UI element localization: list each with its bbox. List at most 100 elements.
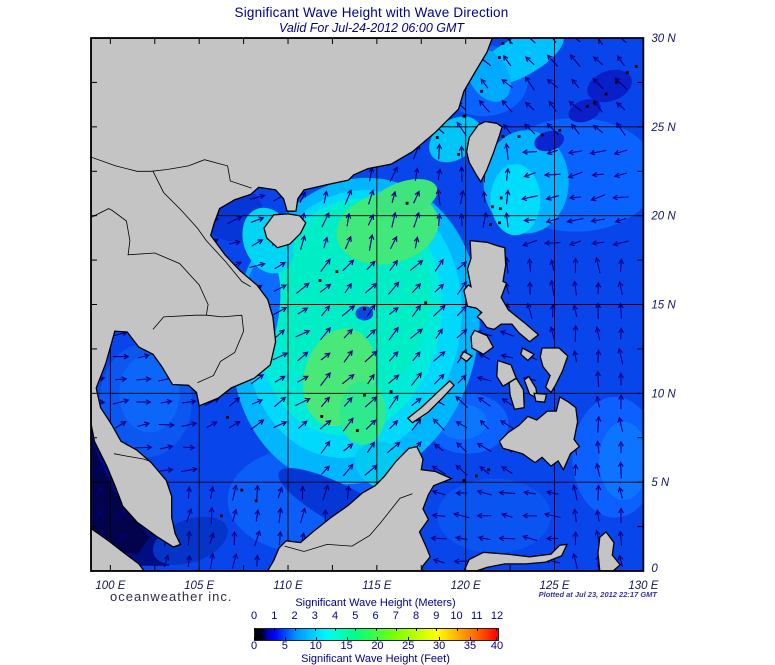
colorbar-feet-tick: 10 [309,640,322,652]
islet [457,152,460,156]
colorbar-feet-tick: 0 [250,640,258,652]
lat-axis-label: 20 N [650,211,676,223]
colorbar-meters-tick: 5 [352,610,359,622]
islet [405,201,409,205]
islet [480,89,484,93]
islet [462,114,466,118]
colorbar-tick-mark [284,637,286,640]
valid-time-subtitle: Valid For Jul-24-2012 06:00 GMT [278,21,465,35]
colorbar-tick-mark [274,628,276,631]
colorbar-tick-mark [294,628,296,631]
colorbar-gradient [254,628,499,641]
islet [501,41,505,45]
islet [335,270,339,274]
islet [540,133,544,137]
islet [462,478,466,482]
landmass [597,530,622,571]
islet [318,279,322,282]
landmass [459,350,473,363]
colorbar-tick-mark [335,628,336,631]
colorbar-tick-mark [395,628,397,631]
landmass [470,329,495,356]
colorbar-feet-tick: 40 [490,640,504,652]
islet [424,301,428,305]
lon-axis-label: 125 E [539,580,569,592]
lat-axis-label: 15 N [651,300,676,312]
lon-axis-label: 100 E [95,580,125,592]
lon-axis-label: 130 E [628,580,658,592]
colorbar-meters-tick: 4 [331,610,339,622]
colorbar-meters-tick: 11 [471,610,483,622]
plotted-at-timestamp: Plotted at Jul 23, 2012 22:17 GMT [538,590,657,599]
colorbar-tick-mark [439,637,441,640]
lon-axis-label: 105 E [184,580,214,592]
colorbar-meters-tick: 9 [433,610,440,622]
islet [585,105,589,108]
wave-map: 100 E 105 E 110 E 115 E 120 E 125 E 130 E 30 N 2… [90,33,676,592]
colorbar-meters-tick: 7 [392,610,399,622]
landmass [465,120,503,184]
islet [490,205,494,209]
colorbar-feet-tick: 20 [371,640,384,652]
islet [474,474,478,478]
colorbar-feet-label: Significant Wave Height (Feet) [301,653,450,665]
islet [240,488,244,492]
islet [634,65,638,68]
lon-axis-label: 115 E [362,580,392,592]
islet [501,135,505,139]
wave-field-layer [91,38,644,566]
colorbar-tick-mark [408,637,410,640]
lat-axis-label: 10 N [651,388,676,400]
islet [489,223,492,226]
colorbar-tick-mark [496,637,497,640]
landmass [91,38,493,548]
islet [389,390,393,393]
landmass [263,213,307,249]
colorbar-feet-tick: 35 [463,640,477,652]
page-title: Significant Wave Height with Wave Direct… [234,5,509,20]
islet [498,56,501,59]
country-border [284,493,413,552]
colorbar-feet-tick: 15 [340,640,353,652]
colorbar-tick-mark [346,637,348,640]
country-border [152,314,207,330]
islet [593,101,596,105]
islet [355,429,359,433]
islet [220,514,223,518]
colorbar-tick-mark [496,628,497,631]
colorbar-meters-tick: 1 [271,610,278,622]
lat-axis-label: 25 N [650,122,676,134]
landmass [498,395,581,472]
islet [517,135,521,139]
colorbar-tick-mark [355,628,357,631]
islet [625,71,629,75]
landmass [533,392,548,403]
colorbar-meters-tick: 0 [250,610,258,622]
colorbar-tick-mark [315,637,317,640]
land-layer [91,38,638,571]
colorbar-feet-tick: 25 [402,640,415,652]
colorbar-tick-mark [314,628,316,631]
axis-labels: 100 E 105 E 110 E 115 E 120 E 125 E 130 E 30 N 2… [95,33,676,592]
country-border [197,314,245,384]
islet [320,415,324,418]
lat-axis-label: 5 N [651,477,670,489]
landmass [520,347,536,362]
islet [499,196,503,200]
islet [498,221,501,225]
colorbar-feet-ticks: 0 5 10 15 20 25 30 35 40 [250,640,503,652]
landmass [508,377,525,411]
colorbar-meters-tick: 2 [291,610,298,622]
lat-axis-label: 30 N [651,33,676,45]
islet [363,307,366,311]
lon-axis-label: 110 E [273,580,303,592]
islet [558,129,562,132]
landmass [91,527,145,571]
colorbar-tick-mark [254,628,255,631]
colorbar-tick-mark [436,628,438,631]
colorbar-meters-tick: 8 [412,610,420,622]
islet [435,136,439,139]
islet [604,92,608,96]
landmass [266,445,454,571]
